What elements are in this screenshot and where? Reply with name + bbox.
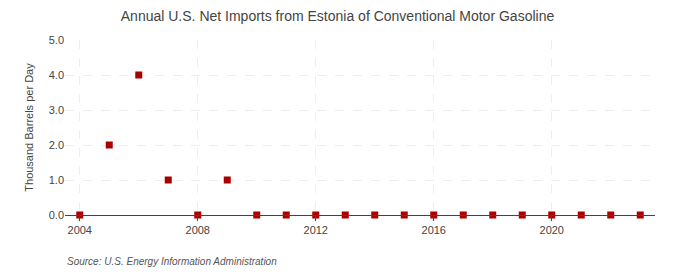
svg-text:2.0: 2.0	[49, 139, 64, 151]
svg-text:Annual U.S. Net Imports from E: Annual U.S. Net Imports from Estonia of …	[121, 8, 555, 24]
svg-text:2004: 2004	[68, 224, 92, 236]
svg-text:4.0: 4.0	[49, 69, 64, 81]
svg-text:Thousand Barrels per Day: Thousand Barrels per Day	[23, 63, 35, 192]
svg-text:0.0: 0.0	[49, 209, 64, 221]
svg-text:5.0: 5.0	[49, 34, 64, 46]
svg-text:2012: 2012	[304, 224, 328, 236]
svg-text:3.0: 3.0	[49, 104, 64, 116]
svg-text:2016: 2016	[422, 224, 446, 236]
svg-text:1.0: 1.0	[49, 174, 64, 186]
svg-text:2020: 2020	[540, 224, 564, 236]
svg-text:2008: 2008	[186, 224, 210, 236]
svg-text:Source: U.S. Energy Informatio: Source: U.S. Energy Information Administ…	[67, 256, 277, 267]
